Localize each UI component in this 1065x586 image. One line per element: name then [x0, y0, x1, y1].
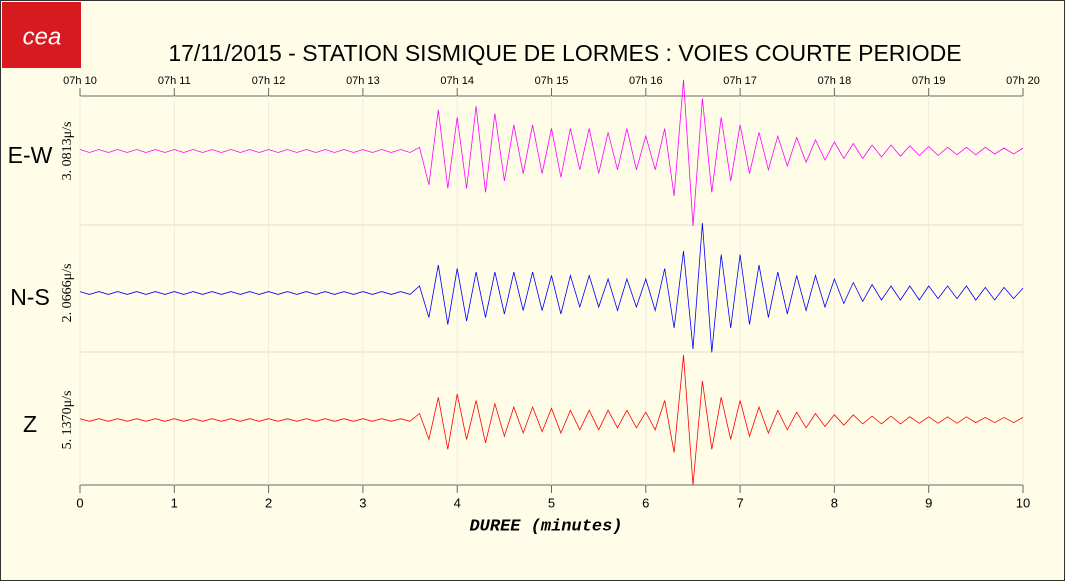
x-tick-label: 4 [454, 495, 461, 510]
scale-label: 3. 0813μ/s [60, 122, 75, 181]
channel-label: N-S [10, 284, 50, 310]
scale-label: 5. 1370μ/s [60, 391, 75, 450]
logo-box [2, 2, 81, 68]
top-tick-label: 07h 12 [252, 75, 286, 87]
top-tick-label: 07h 18 [818, 75, 852, 87]
x-axis-label: DUREE (minutes) [469, 517, 622, 536]
x-tick-label: 0 [76, 495, 83, 510]
trace [79, 354, 1024, 486]
trace [79, 79, 1024, 227]
x-tick-label: 3 [359, 495, 366, 510]
top-tick-label: 07h 20 [1006, 75, 1040, 87]
trace [79, 222, 1024, 353]
top-tick-label: 07h 15 [535, 75, 569, 87]
x-tick-label: 10 [1016, 495, 1030, 510]
top-tick-label: 07h 11 [158, 75, 191, 87]
top-tick-label: 07h 17 [723, 75, 757, 87]
x-tick-label: 2 [265, 495, 272, 510]
top-tick-label: 07h 10 [63, 75, 97, 87]
top-tick-label: 07h 16 [629, 75, 663, 87]
top-tick-label: 07h 13 [346, 75, 380, 87]
chart-title: 17/11/2015 - STATION SISMIQUE DE LORMES … [168, 40, 961, 66]
x-tick-label: 6 [642, 495, 649, 510]
top-tick-label: 07h 19 [912, 75, 946, 87]
x-tick-label: 8 [831, 495, 838, 510]
top-tick-label: 07h 14 [440, 75, 474, 87]
channel-label: E-W [8, 142, 53, 168]
channel-label: Z [23, 411, 37, 437]
x-tick-label: 9 [925, 495, 932, 510]
x-tick-label: 7 [736, 495, 743, 510]
x-tick-label: 1 [171, 495, 178, 510]
logo: cea [23, 23, 62, 50]
x-tick-label: 5 [548, 495, 555, 510]
scale-label: 2. 0666μ/s [60, 264, 75, 323]
